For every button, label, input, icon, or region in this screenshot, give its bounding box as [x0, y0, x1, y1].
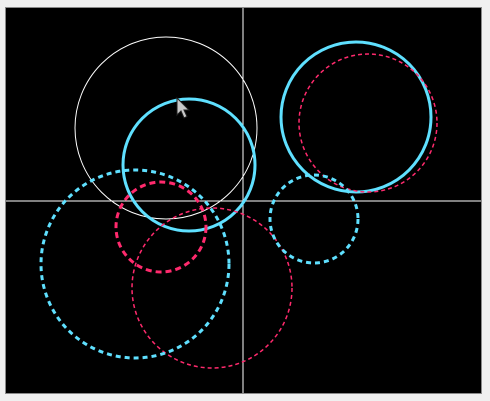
arrow-cursor-icon	[176, 96, 191, 119]
circle-cyan-solid-right[interactable]	[279, 40, 433, 194]
circle-white-thin[interactable]	[74, 36, 258, 220]
canvas-svg[interactable]	[6, 8, 482, 394]
circle-cyan-solid-center[interactable]	[121, 97, 257, 233]
drawing-canvas[interactable]	[5, 7, 482, 394]
circle-pink-dashed-right[interactable]	[298, 53, 438, 193]
circle-cyan-dashed-large[interactable]	[39, 168, 231, 360]
circle-pink-dashed-bottom[interactable]	[131, 207, 293, 369]
circle-cyan-dashed-right[interactable]	[268, 173, 360, 265]
circle-pink-dashed-small[interactable]	[114, 180, 208, 274]
